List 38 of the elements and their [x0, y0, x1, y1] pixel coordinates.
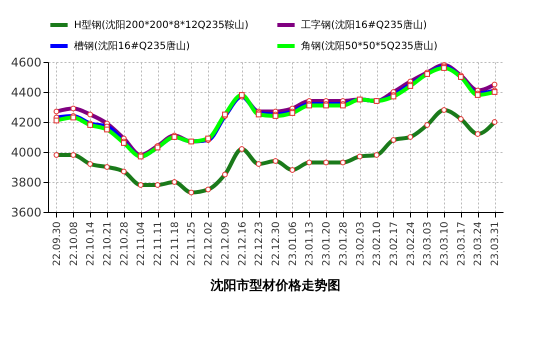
x-tick-label: 22.11.25 — [186, 222, 198, 266]
x-tick-label: 22.09.30 — [52, 222, 63, 266]
legend-label: 工字钢(沈阳16#Q235唐山) — [301, 19, 427, 31]
x-tick-label: 22.10.14 — [86, 222, 97, 266]
x-tick-label: 22.12.16 — [237, 222, 248, 266]
x-tick-label: 22.12.09 — [220, 222, 232, 266]
x-tick-label: 22.12.23 — [254, 222, 266, 266]
x-tick-label: 23.02.24 — [406, 222, 417, 266]
x-tick-label: 23.01.13 — [304, 222, 316, 266]
x-tick-label: 22.12.02 — [204, 222, 215, 266]
x-tick-label: 22.11.04 — [136, 222, 148, 266]
x-tick-label: 22.12.30 — [271, 222, 282, 266]
x-tick-label: 22.11.11 — [153, 222, 164, 266]
y-tick-label: 4600 — [10, 56, 42, 70]
legend-label: H型钢(沈阳200*200*8*12Q235鞍山) — [74, 19, 249, 31]
legend-label: 角钢(沈阳50*50*5Q235唐山) — [301, 40, 438, 52]
x-tick-label: 23.01.20 — [322, 222, 333, 266]
x-tick-label: 23.01.06 — [288, 222, 299, 266]
x-tick-label: 23.03.24 — [473, 222, 484, 266]
x-tick-label: 23.02.17 — [388, 222, 400, 266]
y-tick-label: 4200 — [10, 116, 42, 130]
y-tick-label: 3800 — [10, 176, 42, 190]
y-tick-label: 4000 — [10, 146, 42, 160]
x-tick-label: 23.03.17 — [456, 222, 468, 266]
y-tick-label: 3600 — [10, 206, 42, 220]
x-tick-label: 23.03.03 — [422, 222, 434, 266]
legend-label: 槽钢(沈阳16#Q235唐山) — [74, 40, 190, 52]
y-tick-label: 4400 — [10, 86, 42, 100]
text: 沈阳市型材价格走势图 — [210, 278, 340, 294]
x-tick-label: 23.03.31 — [490, 222, 502, 266]
x-tick-label: 23.02.10 — [372, 222, 384, 266]
x-tick-label: 23.03.10 — [440, 222, 451, 266]
x-tick-label: 22.10.28 — [119, 222, 130, 266]
x-tick-label: 23.02.03 — [355, 222, 366, 266]
x-tick-label: 22.11.18 — [170, 222, 181, 266]
x-tick-label: 23.01.28 — [338, 222, 350, 266]
x-tick-label: 22.10.08 — [68, 222, 80, 266]
x-tick-label: 22.10.21 — [102, 222, 114, 266]
